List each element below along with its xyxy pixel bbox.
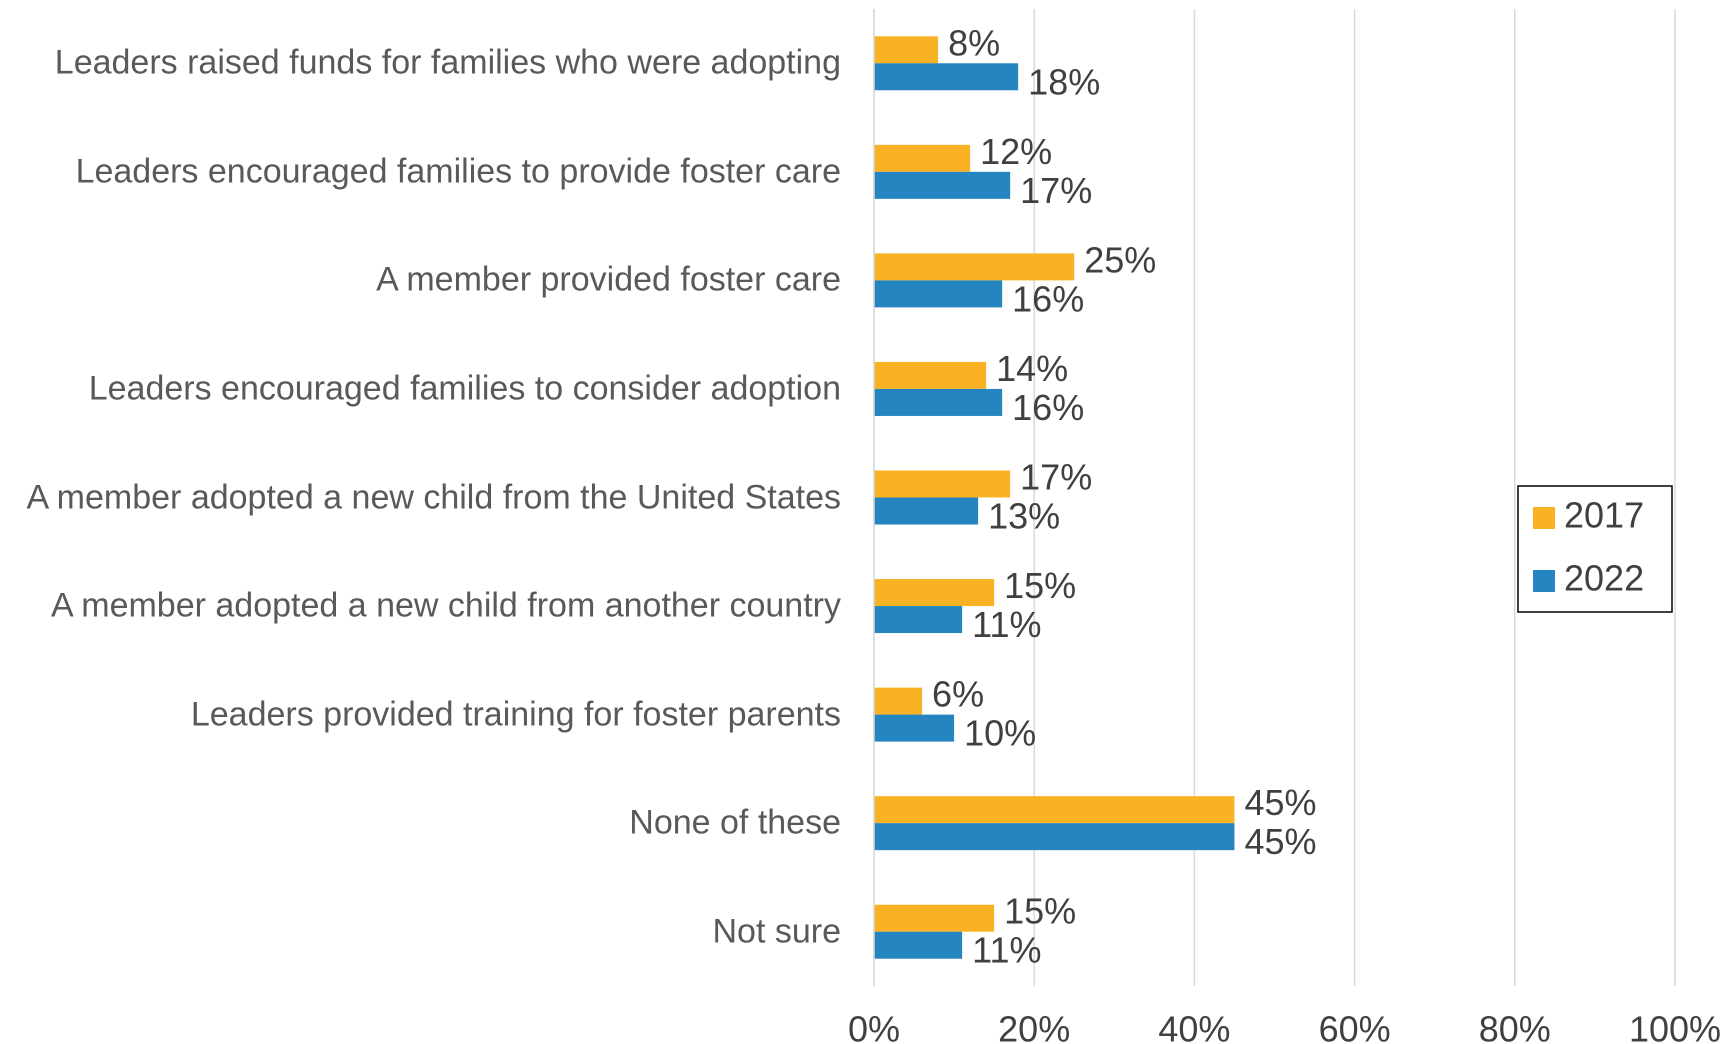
category-text: A member provided foster care	[376, 260, 841, 299]
legend-label: 2022	[1564, 558, 1644, 599]
category-label: A member adopted a new child from anothe…	[8, 585, 841, 628]
data-label: 45%	[1244, 821, 1316, 862]
data-label: 8%	[948, 22, 1000, 63]
data-label: 13%	[988, 496, 1060, 537]
x-tick-label: 40%	[1158, 1009, 1230, 1044]
data-label: 10%	[964, 713, 1036, 754]
bar	[874, 470, 1011, 498]
category-label: Leaders encouraged families to consider …	[8, 367, 841, 410]
x-tick-label: 60%	[1319, 1009, 1391, 1044]
category-text: A member adopted a new child from the Un…	[26, 478, 841, 516]
data-label: 25%	[1084, 239, 1156, 280]
bar	[874, 497, 979, 525]
category-label: Leaders encouraged families to provide f…	[8, 150, 841, 193]
category-text: Leaders encouraged families to provide f…	[75, 152, 841, 191]
category-label: A member provided foster care	[8, 259, 841, 302]
bar	[874, 144, 971, 172]
legend-swatch	[1533, 570, 1555, 592]
legend-label: 2017	[1564, 495, 1644, 536]
data-label: 6%	[932, 674, 984, 715]
data-label: 14%	[996, 348, 1068, 389]
bar	[874, 606, 963, 634]
x-tick-label: 80%	[1479, 1009, 1551, 1044]
data-label: 17%	[1020, 457, 1092, 498]
category-text: Leaders raised funds for families who we…	[54, 43, 841, 82]
category-text: Not sure	[712, 912, 842, 951]
category-label: None of these	[8, 802, 841, 845]
x-tick-label: 20%	[998, 1009, 1070, 1044]
bar	[874, 796, 1235, 824]
bar	[874, 823, 1235, 851]
bar	[874, 280, 1003, 308]
data-label: 11%	[972, 604, 1041, 645]
category-text: Leaders encouraged families to consider …	[88, 369, 841, 408]
category-text: Leaders provided training for foster par…	[190, 695, 841, 734]
bar	[874, 253, 1075, 281]
data-label: 18%	[1028, 61, 1100, 102]
data-label: 15%	[1004, 891, 1076, 932]
bar	[874, 904, 995, 932]
category-text: None of these	[629, 803, 841, 842]
x-tick-label: 0%	[848, 1009, 900, 1044]
bar	[874, 931, 963, 959]
bar	[874, 361, 987, 389]
legend-swatch	[1533, 507, 1555, 529]
bar	[874, 687, 923, 715]
data-label: 17%	[1020, 170, 1092, 211]
data-label: 12%	[980, 131, 1052, 172]
bar	[874, 36, 939, 64]
category-label: Leaders raised funds for families who we…	[8, 42, 841, 85]
bar	[874, 63, 1019, 91]
data-label: 15%	[1004, 565, 1076, 606]
x-tick-label: 100%	[1629, 1009, 1721, 1044]
bar	[874, 388, 1003, 416]
data-label: 16%	[1012, 278, 1084, 319]
category-label: A member adopted a new child from the Un…	[8, 476, 841, 519]
category-text: A member adopted a new child from anothe…	[51, 586, 841, 625]
data-label: 45%	[1244, 782, 1316, 823]
bar	[874, 171, 1011, 199]
data-label: 11%	[972, 930, 1041, 971]
bar	[874, 579, 995, 607]
category-label: Not sure	[8, 910, 842, 953]
data-label: 16%	[1012, 387, 1084, 428]
bar	[874, 714, 955, 742]
category-label: Leaders provided training for foster par…	[8, 693, 841, 736]
